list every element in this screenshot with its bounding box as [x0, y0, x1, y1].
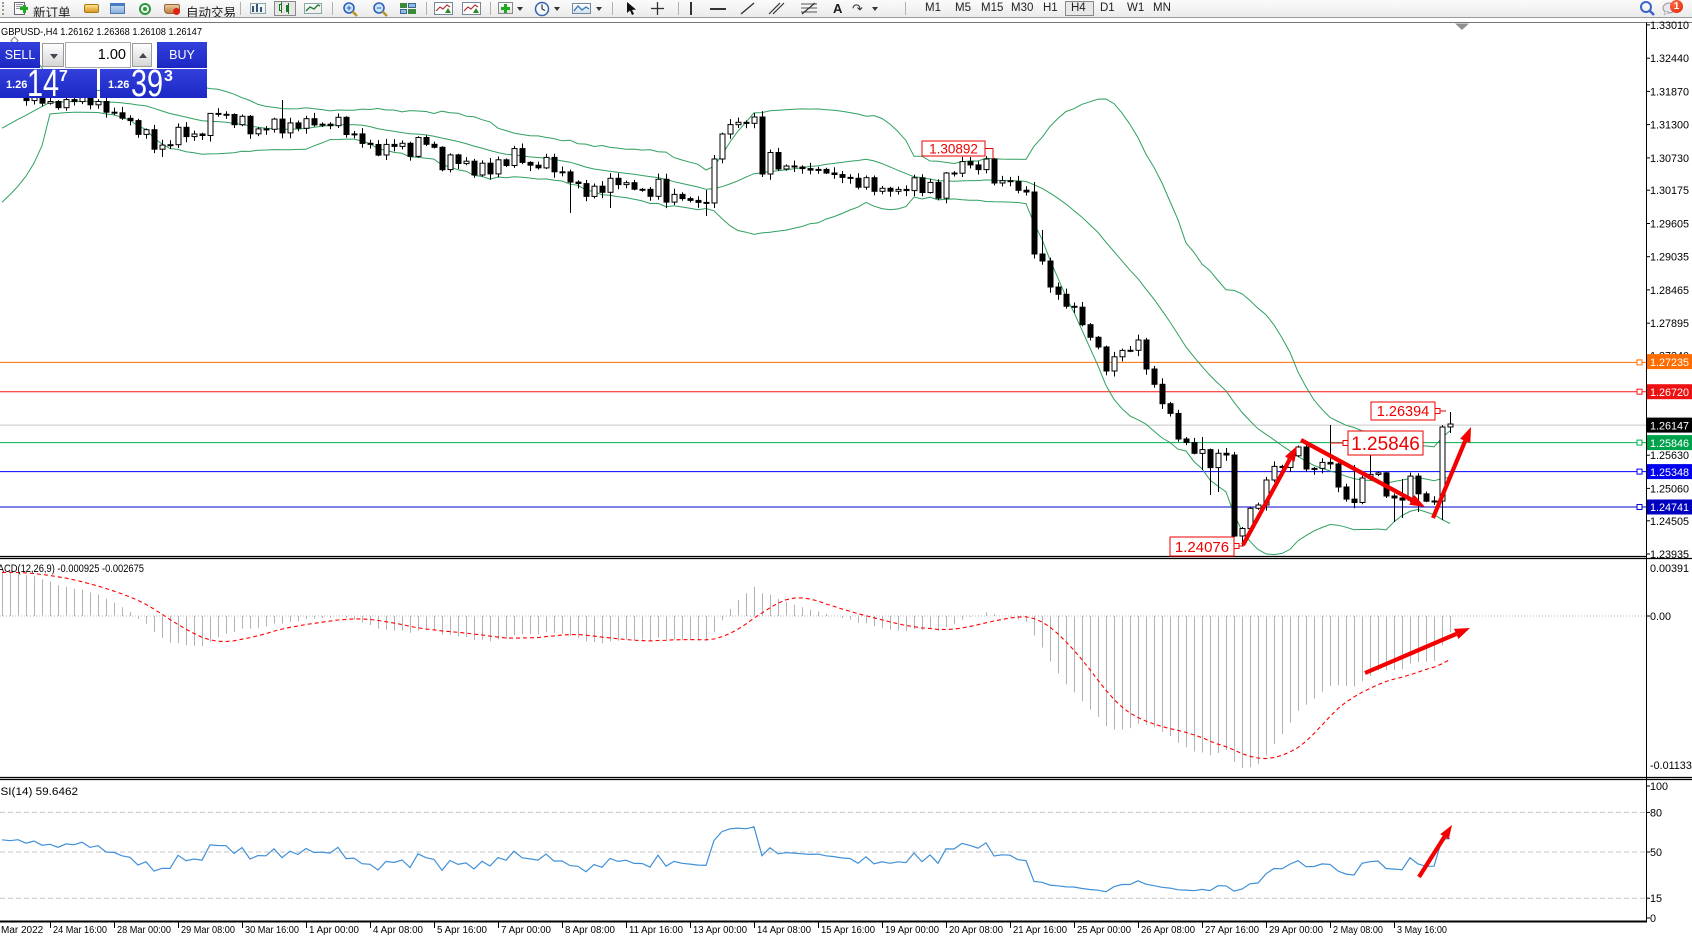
svg-text:1.33010: 1.33010	[1650, 20, 1689, 32]
svg-text:25 Apr 00:00: 25 Apr 00:00	[1077, 925, 1131, 936]
svg-text:100: 100	[1650, 781, 1668, 793]
svg-text:24 Mar 16:00: 24 Mar 16:00	[53, 925, 107, 936]
svg-text:20 Apr 08:00: 20 Apr 08:00	[949, 925, 1003, 936]
svg-text:4 Apr 08:00: 4 Apr 08:00	[373, 925, 423, 936]
svg-text:14 Apr 08:00: 14 Apr 08:00	[757, 925, 811, 936]
svg-text:5 Apr 16:00: 5 Apr 16:00	[437, 925, 487, 936]
svg-text:0: 0	[1650, 913, 1656, 925]
svg-text:1.24505: 1.24505	[1650, 516, 1689, 528]
svg-text:1.24741: 1.24741	[1650, 502, 1689, 514]
svg-text:3 May 16:00: 3 May 16:00	[1397, 925, 1447, 936]
svg-text:1.27895: 1.27895	[1650, 318, 1689, 330]
svg-text:0.00: 0.00	[1650, 611, 1671, 623]
svg-text:0.00391: 0.00391	[1650, 563, 1689, 575]
svg-text:MACD(12,26,9) -0.000925 -0.002: MACD(12,26,9) -0.000925 -0.002675	[0, 563, 144, 575]
svg-text:1.25846: 1.25846	[1650, 438, 1689, 450]
svg-text:−: −	[376, 3, 381, 13]
svg-text:26 Apr 08:00: 26 Apr 08:00	[1141, 925, 1195, 936]
svg-text:1.26147: 1.26147	[1650, 420, 1689, 432]
svg-text:2 May 08:00: 2 May 08:00	[1333, 925, 1383, 936]
svg-text:1.30892: 1.30892	[929, 141, 978, 156]
svg-text:7 Apr 00:00: 7 Apr 00:00	[501, 925, 551, 936]
svg-text:RSI(14) 59.6462: RSI(14) 59.6462	[0, 786, 78, 798]
svg-text:15: 15	[1650, 893, 1662, 905]
svg-text:29 Apr 00:00: 29 Apr 00:00	[1269, 925, 1323, 936]
svg-text:1.26394: 1.26394	[1377, 404, 1429, 420]
svg-text:1.25348: 1.25348	[1650, 467, 1689, 479]
svg-text:-0.011331: -0.011331	[1650, 760, 1692, 772]
svg-text:1.31300: 1.31300	[1650, 120, 1689, 132]
svg-text:1.25060: 1.25060	[1650, 483, 1689, 495]
svg-text:1.29605: 1.29605	[1650, 219, 1689, 231]
svg-text:27 Apr 16:00: 27 Apr 16:00	[1205, 925, 1259, 936]
svg-text:1.31870: 1.31870	[1650, 86, 1689, 98]
svg-text:1.28465: 1.28465	[1650, 285, 1689, 297]
svg-text:1.25846: 1.25846	[1351, 434, 1420, 455]
svg-text:1.23935: 1.23935	[1650, 549, 1689, 561]
svg-text:1 Apr 00:00: 1 Apr 00:00	[309, 925, 359, 936]
svg-text:29 Mar 08:00: 29 Mar 08:00	[181, 925, 235, 936]
svg-text:13 Apr 00:00: 13 Apr 00:00	[693, 925, 747, 936]
svg-text:50: 50	[1650, 847, 1662, 859]
svg-text:1.30175: 1.30175	[1650, 185, 1689, 197]
svg-text:28 Mar 00:00: 28 Mar 00:00	[117, 925, 171, 936]
svg-text:1.29035: 1.29035	[1650, 252, 1689, 264]
svg-text:11 Apr 16:00: 11 Apr 16:00	[629, 925, 683, 936]
svg-text:80: 80	[1650, 807, 1662, 819]
svg-text:1.26720: 1.26720	[1650, 387, 1689, 399]
svg-text:19 Apr 00:00: 19 Apr 00:00	[885, 925, 939, 936]
svg-text:1.24076: 1.24076	[1175, 539, 1229, 556]
svg-text:1.25630: 1.25630	[1650, 450, 1689, 462]
svg-text:15 Apr 16:00: 15 Apr 16:00	[821, 925, 875, 936]
svg-text:+: +	[346, 3, 351, 13]
svg-text:8 Apr 08:00: 8 Apr 08:00	[565, 925, 615, 936]
svg-text:Mar 2022: Mar 2022	[1, 925, 44, 936]
svg-text:1.27235: 1.27235	[1650, 357, 1689, 369]
svg-text:1.30730: 1.30730	[1650, 153, 1689, 165]
svg-text:21 Apr 16:00: 21 Apr 16:00	[1013, 925, 1067, 936]
svg-text:GBPUSD-,H4 1.26162 1.26368 1.: GBPUSD-,H4 1.26162 1.26368 1.26108 1.261…	[1, 26, 202, 38]
svg-text:1.32440: 1.32440	[1650, 53, 1689, 65]
svg-text:30 Mar 16:00: 30 Mar 16:00	[245, 925, 299, 936]
